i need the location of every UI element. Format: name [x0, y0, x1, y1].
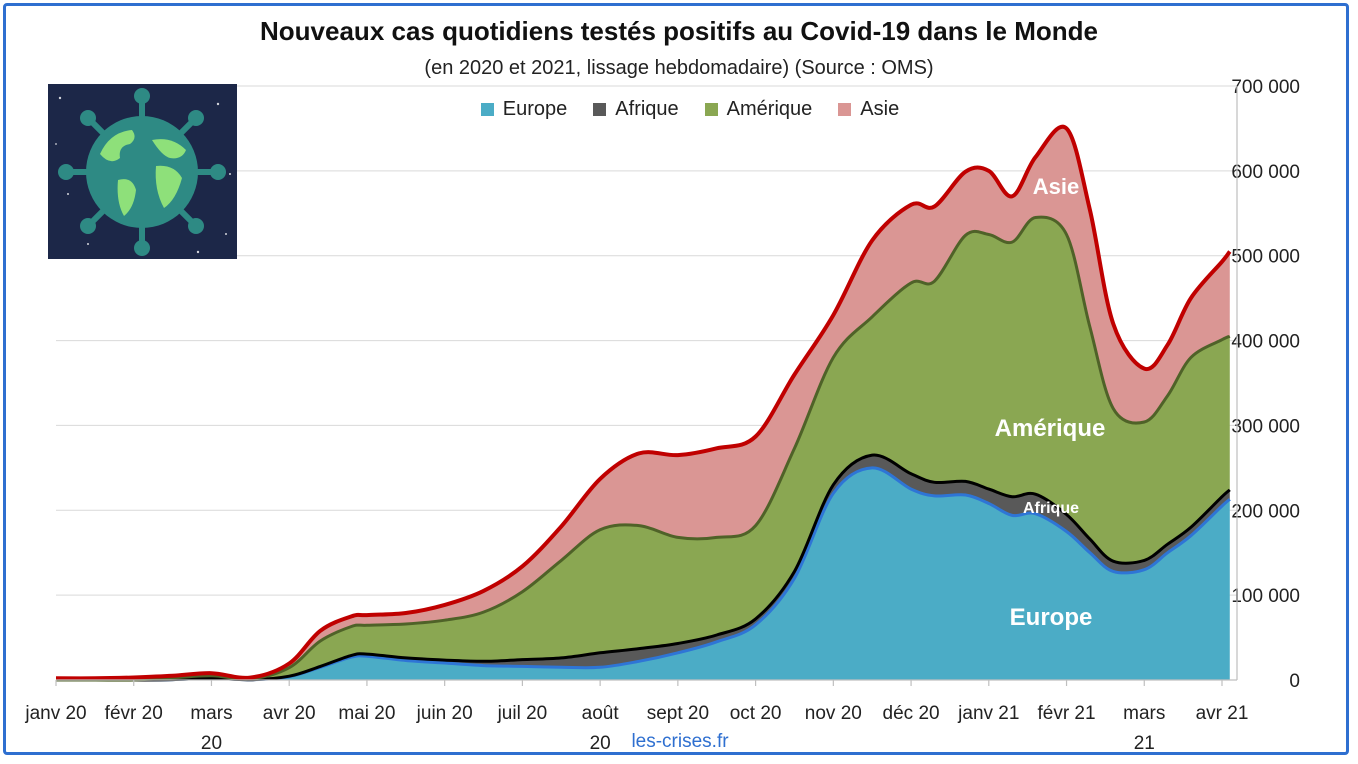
x-tick-label: oct 20: [730, 703, 782, 724]
area-labels: Asie Amérique Afrique Europe: [995, 174, 1106, 631]
x-tick-label: déc 20: [883, 703, 940, 724]
x-tick-label: 20: [590, 733, 611, 754]
legend-label: Asie: [860, 98, 900, 120]
x-tick-label: 21: [1134, 733, 1155, 754]
legend-swatch: [838, 103, 852, 116]
chart-title: Nouveaux cas quotidiens testés positifs …: [260, 16, 1098, 46]
x-tick-label: févr 21: [1037, 703, 1095, 724]
x-tick-label: nov 20: [805, 703, 862, 724]
area-label-asie: Asie: [1033, 174, 1079, 199]
area-label-europe: Europe: [1010, 604, 1093, 631]
x-tick-label: févr 20: [105, 703, 163, 724]
y-tick-label: 600 000: [1231, 162, 1300, 183]
y-tick-label: 200 000: [1231, 501, 1300, 522]
x-tick-label: mars: [1123, 703, 1165, 724]
y-tick-label: 400 000: [1231, 332, 1300, 353]
x-tick-label: juin 20: [416, 703, 473, 724]
x-tick-label: avr 20: [263, 703, 316, 724]
source-label: les-crises.fr: [631, 731, 729, 752]
legend-label: Europe: [502, 98, 568, 120]
area-amerique: [56, 217, 1230, 681]
line-afrique: [56, 453, 1231, 682]
line-asie: [55, 124, 1232, 681]
x-tick-label: sept 20: [647, 703, 709, 724]
stacked-areas: [56, 126, 1230, 681]
legend-swatch: [593, 103, 607, 116]
y-tick-label: 0: [1289, 671, 1300, 692]
area-label-afrique: Afrique: [1023, 500, 1079, 517]
legend-item: Amérique: [704, 98, 813, 121]
legend-item: Afrique: [593, 98, 679, 121]
area-asie: [56, 126, 1230, 681]
x-tick-label: juil 20: [497, 703, 548, 724]
axes: 0 100 000 200 000 300 000 400 000 500 000 600 …: [24, 77, 1300, 754]
area-europe: [56, 467, 1230, 681]
x-tick-label: janv 21: [957, 703, 1019, 724]
legend-item: Asie: [838, 98, 899, 121]
virus-globe-icon: [48, 84, 237, 259]
y-tick-label: 700 000: [1231, 77, 1300, 98]
y-tick-label: 300 000: [1231, 416, 1300, 437]
area-label-amerique: Amérique: [995, 415, 1106, 442]
legend-item: Europe: [480, 98, 568, 121]
x-tick-label: avr 21: [1196, 703, 1249, 724]
x-tick-label: août: [582, 703, 620, 724]
legend: Europe Afrique Amérique Asie: [440, 98, 940, 121]
legend-label: Afrique: [615, 98, 679, 120]
chart-subtitle: (en 2020 et 2021, lissage hebdomadaire) …: [424, 57, 934, 79]
legend-swatch: [480, 103, 494, 116]
x-tick-label: 20: [201, 733, 222, 754]
series-lines: [55, 124, 1232, 682]
legend-label: Amérique: [726, 98, 813, 120]
y-tick-label: 100 000: [1231, 586, 1300, 607]
x-tick-label: mai 20: [338, 703, 395, 724]
legend-swatch: [704, 103, 718, 116]
x-tick-label: janv 20: [24, 703, 86, 724]
y-tick-label: 500 000: [1231, 247, 1300, 268]
line-amerique: [56, 215, 1231, 682]
x-tick-label: mars: [190, 703, 232, 724]
